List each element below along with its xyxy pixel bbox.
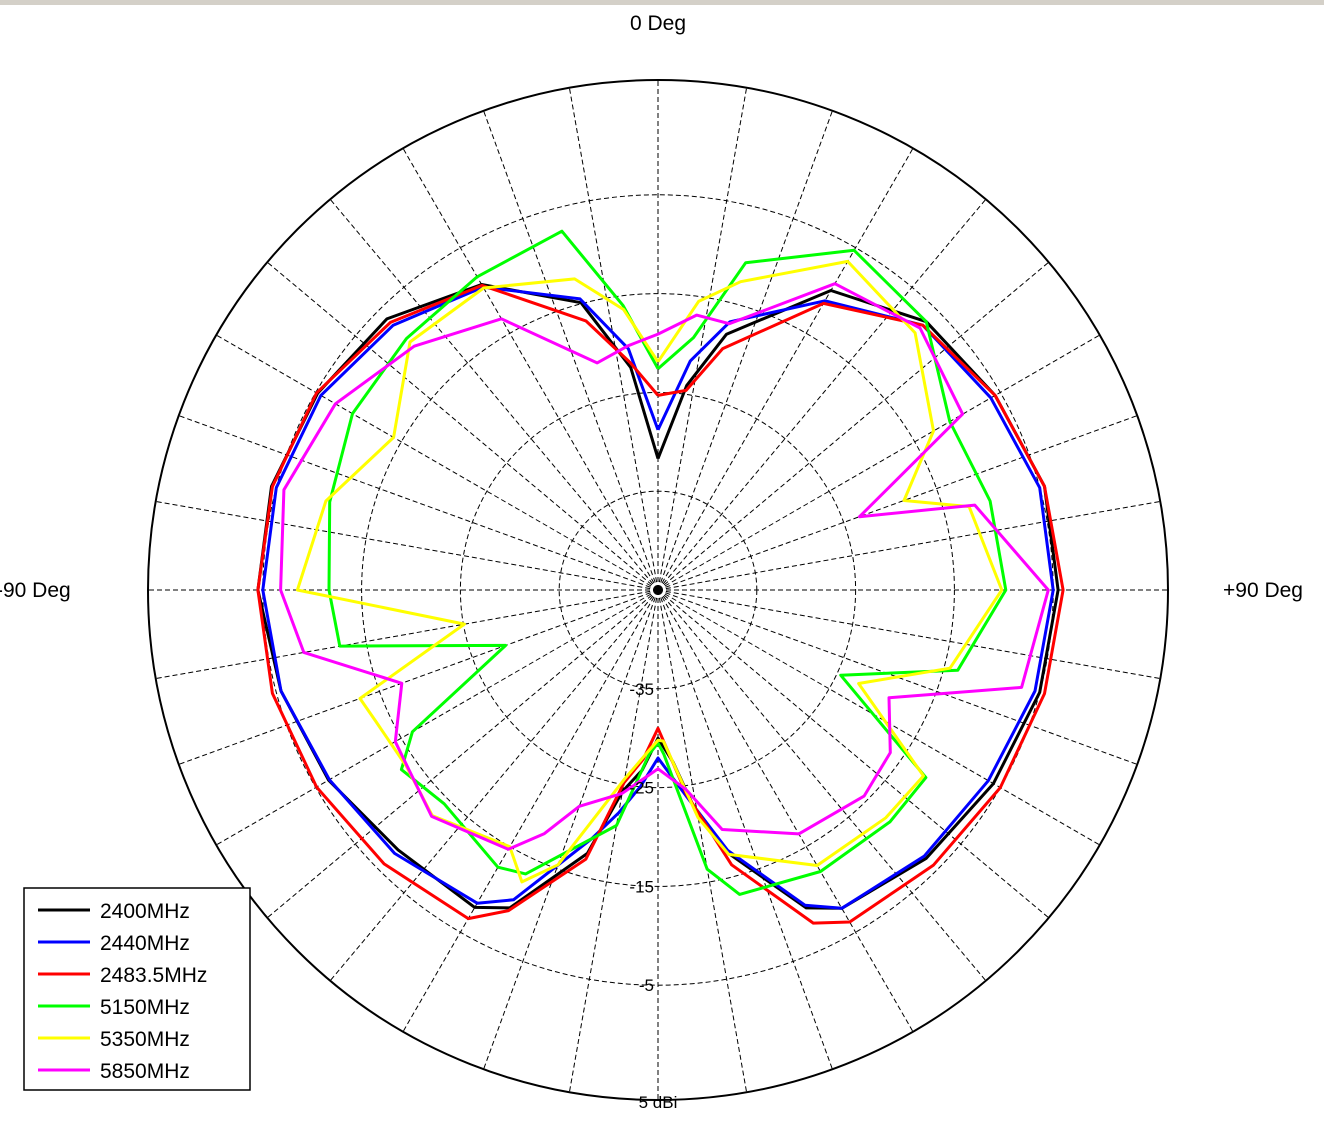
angle-label-top: 0 Deg — [630, 12, 686, 35]
grid-spoke — [657, 589, 987, 982]
grid-spoke — [329, 198, 659, 591]
grid-spoke — [216, 334, 659, 591]
grid-spoke — [483, 589, 659, 1070]
grid-spoke — [155, 500, 659, 591]
angle-label-left: -90 Deg — [0, 579, 71, 602]
series-line-3 — [327, 229, 1008, 896]
ring-label: -15 — [629, 877, 654, 896]
ring-label: -35 — [629, 680, 654, 699]
legend: 2400MHz 2440MHz 2483.5MHz 5150MHz 5350MHz 585… — [23, 887, 251, 1091]
grid-spoke — [657, 261, 1050, 591]
labels-layer: 0 Deg -90 Deg +90 Deg -35 -25 -15 -5 5 dBi — [0, 12, 1303, 1112]
grid-spoke — [657, 500, 1161, 591]
grid-spoke — [178, 589, 659, 765]
grid-spoke — [657, 334, 1100, 591]
grid-spoke — [657, 589, 914, 1032]
ring-label: 5 dBi — [639, 1093, 678, 1112]
grid-spoke — [266, 261, 659, 591]
legend-label: 5350MHz — [100, 1028, 190, 1051]
grid-spoke — [657, 198, 987, 591]
grid-spoke — [657, 589, 1050, 919]
grid-spoke — [657, 110, 833, 591]
grid-ring — [459, 391, 857, 789]
grid-spoke — [568, 87, 659, 591]
grid-spoke — [657, 589, 1161, 680]
grid-spoke — [657, 589, 833, 1070]
grid-spoke — [155, 589, 659, 680]
grid-spoke — [483, 110, 659, 591]
grid-spoke — [657, 589, 748, 1093]
grid-ring — [361, 293, 955, 887]
grid-spoke — [216, 589, 659, 846]
legend-label: 5850MHz — [100, 1060, 190, 1083]
grid-spoke — [657, 87, 748, 591]
ring-label: -5 — [639, 976, 654, 995]
grid-spoke — [657, 415, 1138, 591]
grid-spoke — [329, 589, 659, 982]
series-line-2 — [256, 283, 1065, 925]
top-border — [0, 0, 1324, 5]
angle-label-right: +90 Deg — [1223, 579, 1303, 602]
legend-label: 2400MHz — [100, 900, 190, 923]
series-line-4 — [295, 259, 1004, 884]
grid-spoke — [657, 589, 1100, 846]
grid-spoke — [402, 148, 659, 591]
ring-label: -25 — [629, 779, 654, 798]
polar-boundary — [147, 79, 1169, 1101]
legend-box — [23, 887, 251, 1091]
grid-spoke — [266, 589, 659, 919]
grid-spoke — [657, 148, 914, 591]
series-line-5 — [279, 282, 1050, 851]
legend-label: 5150MHz — [100, 996, 190, 1019]
legend-label: 2483.5MHz — [100, 964, 207, 987]
series-layer — [256, 229, 1065, 925]
grid-ring — [558, 490, 758, 690]
grid-spoke — [657, 589, 1138, 765]
grid-spoke — [568, 589, 659, 1093]
grid-spoke — [402, 589, 659, 1032]
grid-spoke — [178, 415, 659, 591]
series-line-1 — [261, 285, 1055, 910]
legend-label: 2440MHz — [100, 932, 190, 955]
